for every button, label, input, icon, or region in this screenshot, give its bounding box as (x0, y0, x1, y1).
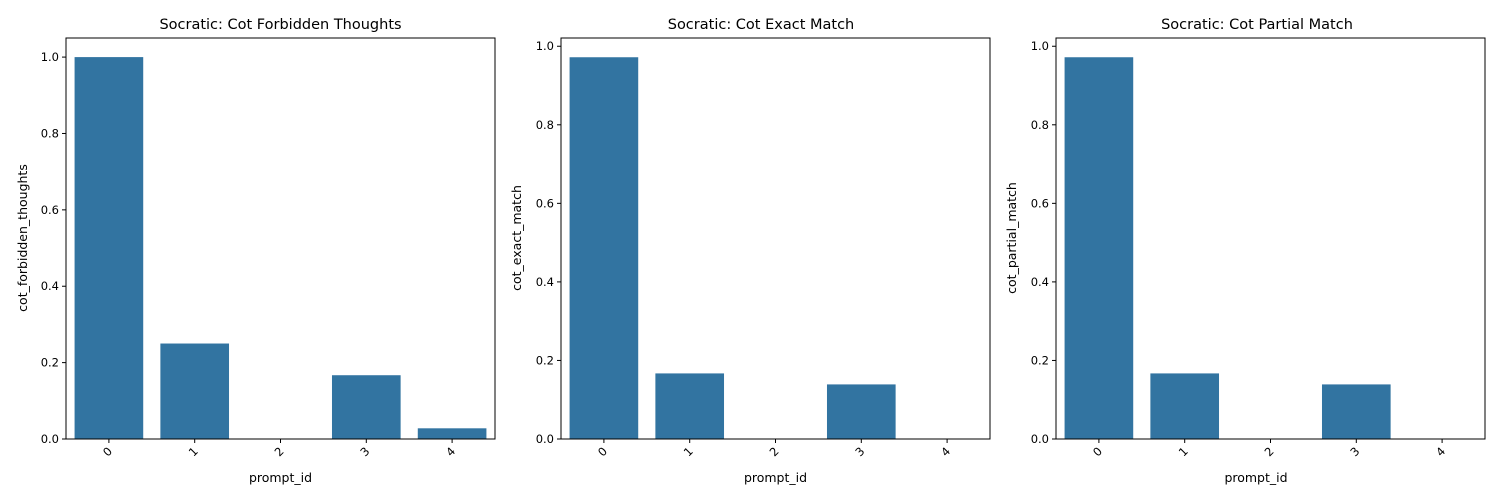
bar-3 (826, 384, 896, 439)
y-axis-label: cot_exact_match (509, 185, 524, 291)
chart-title: Socratic: Cot Exact Match (668, 17, 855, 33)
bar-0 (569, 57, 639, 439)
y-tick-label: 0.4 (1031, 275, 1049, 289)
y-tick-label: 0.6 (536, 196, 554, 210)
bar-0 (1064, 57, 1134, 439)
chart-title: Socratic: Cot Forbidden Thoughts (159, 17, 401, 33)
chart-panel-exact-match: Socratic: Cot Exact Match cot_exact_matc… (509, 17, 991, 485)
y-tick-label: 0.4 (536, 275, 554, 289)
y-tick-label: 0.0 (536, 432, 554, 446)
x-axis-label: prompt_id (744, 470, 807, 485)
y-tick-label: 0.6 (41, 203, 59, 217)
y-tick-label: 0.2 (41, 356, 59, 370)
bar-3 (1321, 384, 1391, 439)
y-axis-label: cot_partial_match (1004, 182, 1019, 294)
y-tick-label: 0.4 (41, 279, 59, 293)
y-tick-label: 1.0 (41, 50, 59, 64)
y-axis-label: cot_forbidden_thoughts (15, 164, 30, 312)
y-tick-label: 0.0 (41, 432, 59, 446)
y-tick-label: 0.0 (1031, 432, 1049, 446)
chart-title: Socratic: Cot Partial Match (1161, 17, 1353, 33)
y-tick-label: 0.8 (1031, 118, 1049, 132)
x-axis-label: prompt_id (1224, 470, 1287, 485)
chart-panel-partial-match: Socratic: Cot Partial Match cot_partial_… (1004, 17, 1486, 485)
bar-0 (74, 57, 144, 439)
chart-panel-forbidden-thoughts: Socratic: Cot Forbidden Thoughts cot_for… (15, 17, 496, 485)
bar-1 (1150, 373, 1220, 439)
y-tick-label: 0.8 (41, 126, 59, 140)
y-tick-label: 0.8 (536, 118, 554, 132)
y-tick-label: 0.6 (1031, 196, 1049, 210)
y-tick-label: 1.0 (1031, 39, 1049, 53)
x-axis-label: prompt_id (249, 470, 312, 485)
bar-4 (417, 428, 487, 439)
y-tick-label: 0.2 (536, 353, 554, 367)
bar-1 (655, 373, 725, 439)
bar-3 (331, 375, 401, 439)
y-tick-label: 1.0 (536, 39, 554, 53)
bar-1 (160, 343, 230, 439)
y-tick-label: 0.2 (1031, 353, 1049, 367)
